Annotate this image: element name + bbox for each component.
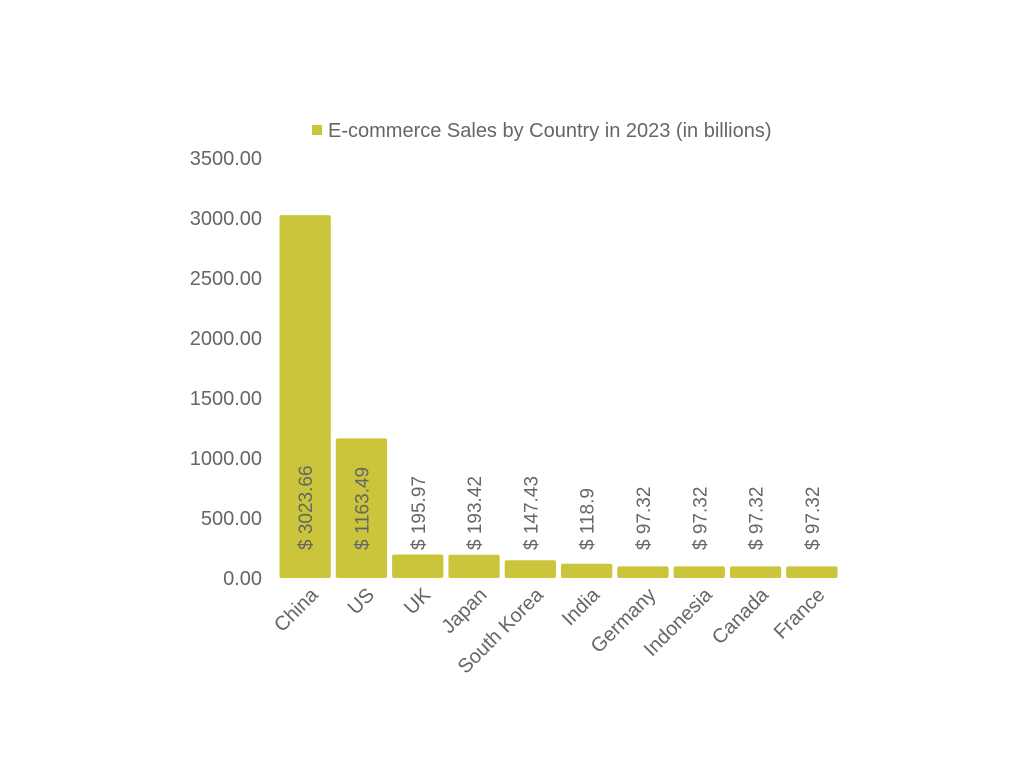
data-labels: $ 3023.66 $ 1163.49 $ 195.97 $ 193.42 $ 147.… <box>296 465 824 550</box>
data-label: $ 1163.49 <box>352 467 373 550</box>
y-tick-label: 2000.00 <box>190 328 262 350</box>
y-tick-label: 1500.00 <box>190 388 262 410</box>
x-tick-label: UK <box>400 584 436 620</box>
x-tick-label: US <box>344 584 379 619</box>
y-tick-label: 3500.00 <box>190 148 262 170</box>
x-tick-label: France <box>770 584 830 644</box>
data-label: $ 147.43 <box>521 476 542 550</box>
y-tick-label: 3000.00 <box>190 208 262 230</box>
x-tick-label: Canada <box>708 583 774 649</box>
bar-japan <box>448 554 500 578</box>
data-label: $ 3023.66 <box>296 465 317 550</box>
bar-india <box>561 563 613 578</box>
data-label: $ 97.32 <box>690 487 711 550</box>
y-tick-label: 2500.00 <box>190 268 262 290</box>
bar-south-korea <box>504 560 556 578</box>
x-tick-label: Japan <box>437 584 491 638</box>
bar-germany <box>617 566 669 578</box>
bar-canada <box>729 566 782 578</box>
bar-indonesia <box>673 566 725 578</box>
chart-legend: E-commerce Sales by Country in 2023 (in … <box>312 120 772 142</box>
y-tick-label: 0.00 <box>223 568 262 590</box>
data-label: $ 97.32 <box>634 487 655 550</box>
bar-china <box>279 215 331 578</box>
data-label: $ 118.9 <box>578 488 599 550</box>
legend-swatch <box>312 125 322 135</box>
x-tick-label: China <box>270 583 323 636</box>
x-tick-label: India <box>558 583 605 630</box>
y-tick-label: 500.00 <box>201 508 262 530</box>
bar-france <box>786 566 838 578</box>
y-tick-label: 1000.00 <box>190 448 262 470</box>
data-label: $ 97.32 <box>803 487 824 550</box>
bar-uk <box>392 554 444 578</box>
data-label: $ 195.97 <box>409 476 430 550</box>
legend-label: E-commerce Sales by Country in 2023 (in … <box>328 120 772 142</box>
bar-us <box>335 438 388 578</box>
bars <box>279 215 838 578</box>
y-axis: 0.00 500.00 1000.00 1500.00 2000.00 2500.00 30… <box>190 148 262 590</box>
data-label: $ 193.42 <box>465 476 486 550</box>
data-label: $ 97.32 <box>747 487 768 550</box>
